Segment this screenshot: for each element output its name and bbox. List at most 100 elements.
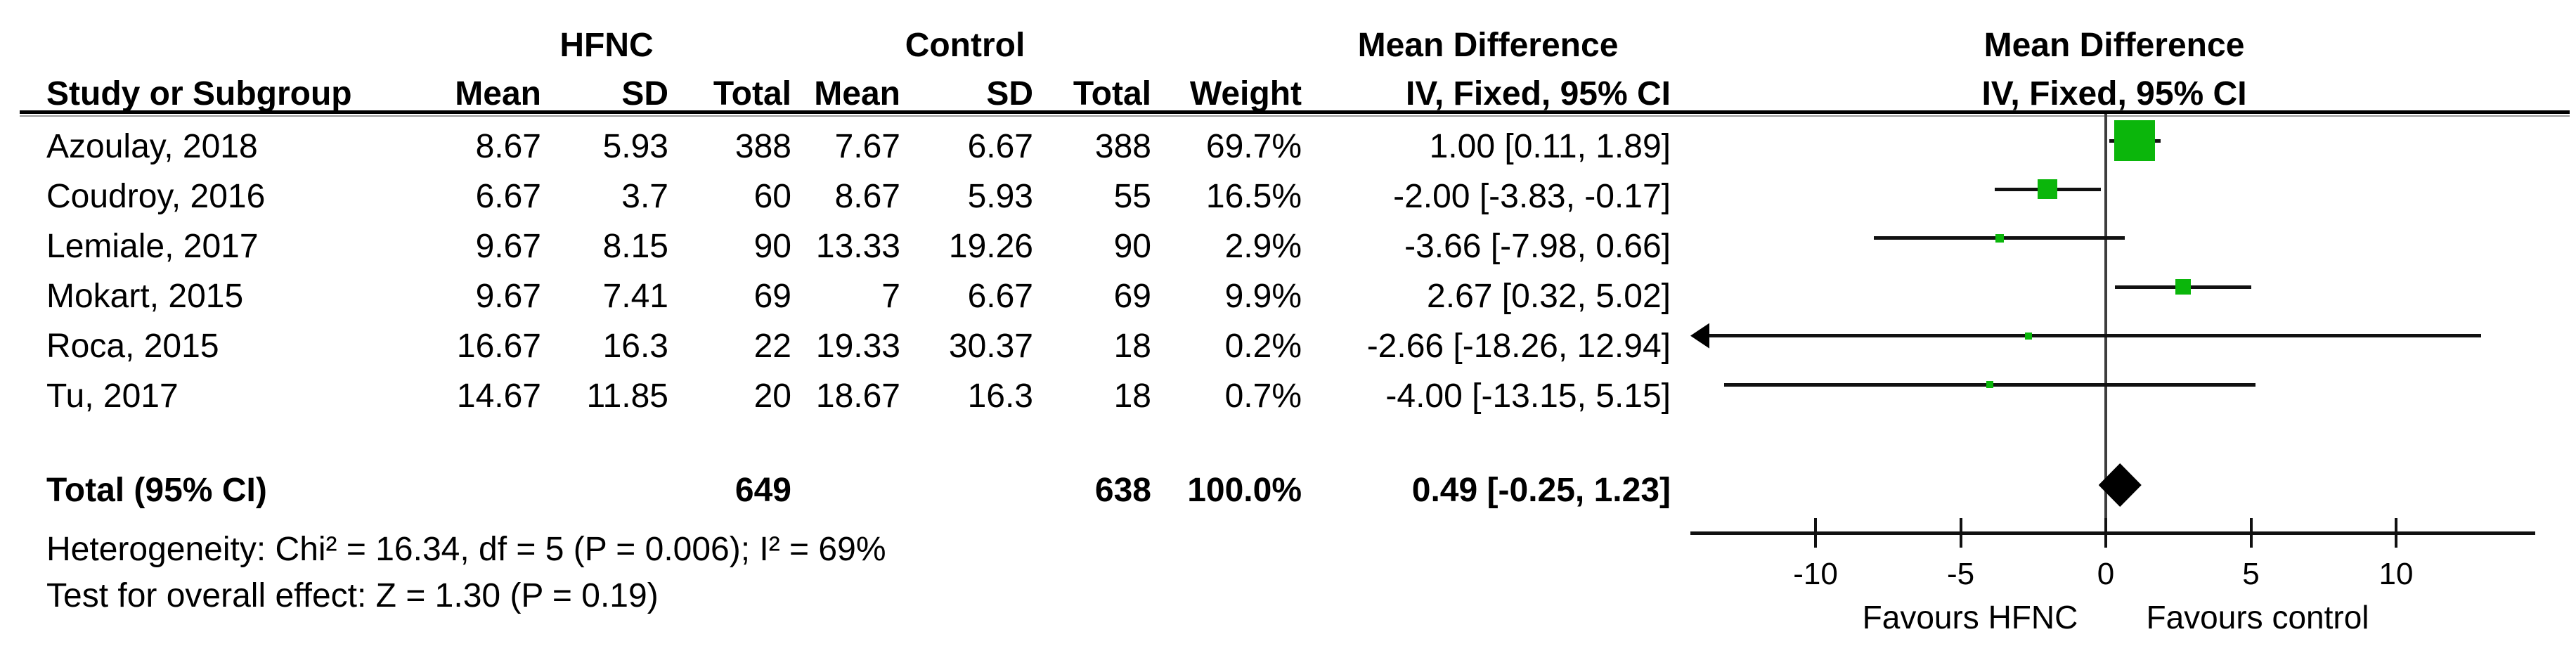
hfnc-total-cell: 69 bbox=[753, 278, 791, 315]
control-total-cell: 18 bbox=[1113, 328, 1151, 365]
control-mean-cell: 7.67 bbox=[834, 128, 900, 165]
table-row: Azoulay, 2018 8.67 5.93 388 7.67 6.67 38… bbox=[0, 126, 2576, 168]
column-header-total-control: Total bbox=[1073, 75, 1151, 112]
hfnc-sd-cell: 16.3 bbox=[602, 328, 668, 365]
control-sd-cell: 6.67 bbox=[967, 278, 1033, 315]
ci-text-cell: -2.66 [-18.26, 12.94] bbox=[1366, 328, 1671, 365]
control-total-cell: 90 bbox=[1113, 228, 1151, 265]
hfnc-mean-cell: 16.67 bbox=[456, 328, 541, 365]
table-row: Tu, 2017 14.67 11.85 20 18.67 16.3 18 0.… bbox=[0, 375, 2576, 418]
effect-square bbox=[1995, 233, 2004, 243]
column-header-study: Study or Subgroup bbox=[46, 75, 352, 112]
control-total-cell: 18 bbox=[1113, 378, 1151, 415]
weight-cell: 0.7% bbox=[1224, 378, 1302, 415]
effect-square bbox=[2038, 179, 2058, 200]
hfnc-total-cell: 90 bbox=[753, 228, 791, 265]
column-header-mean-control: Mean bbox=[814, 75, 900, 112]
group-header-control: Control bbox=[905, 27, 1025, 64]
ci-text-cell: 2.67 [0.32, 5.02] bbox=[1427, 278, 1671, 315]
weight-cell: 69.7% bbox=[1205, 128, 1302, 165]
total-row: Total (95% CI) 649 638 100.0% 0.49 [-0.2… bbox=[0, 470, 2576, 512]
ci-text-cell: 1.00 [0.11, 1.89] bbox=[1429, 128, 1671, 165]
control-total-cell: 55 bbox=[1113, 178, 1151, 215]
study-name: Coudroy, 2016 bbox=[46, 178, 266, 215]
hfnc-total-cell: 20 bbox=[753, 378, 791, 415]
ci-text-cell: -2.00 [-3.83, -0.17] bbox=[1393, 178, 1671, 215]
study-name: Roca, 2015 bbox=[46, 328, 219, 365]
column-header-mean-hfnc: Mean bbox=[455, 75, 541, 112]
ci-text-cell: -4.00 [-13.15, 5.15] bbox=[1385, 378, 1671, 415]
column-header-ci-plot: IV, Fixed, 95% CI bbox=[1981, 75, 2247, 112]
weight-cell: 9.9% bbox=[1224, 278, 1302, 315]
zero-effect-line bbox=[2104, 114, 2107, 533]
control-mean-cell: 8.67 bbox=[834, 178, 900, 215]
hfnc-total-cell: 60 bbox=[753, 178, 791, 215]
table-row: Coudroy, 2016 6.67 3.7 60 8.67 5.93 55 1… bbox=[0, 176, 2576, 218]
control-mean-cell: 13.33 bbox=[815, 228, 900, 265]
control-sd-cell: 6.67 bbox=[967, 128, 1033, 165]
tick-label: 0 bbox=[2097, 557, 2115, 591]
weight-cell: 2.9% bbox=[1224, 228, 1302, 265]
hfnc-total-cell: 388 bbox=[734, 128, 791, 165]
table-row: Roca, 2015 16.67 16.3 22 19.33 30.37 18 … bbox=[0, 325, 2576, 368]
hfnc-sd-cell: 11.85 bbox=[586, 378, 668, 415]
hfnc-sd-cell: 5.93 bbox=[602, 128, 668, 165]
hfnc-mean-cell: 14.67 bbox=[456, 378, 541, 415]
table-row: Lemiale, 2017 9.67 8.15 90 13.33 19.26 9… bbox=[0, 226, 2576, 268]
column-header-sd-control: SD bbox=[986, 75, 1033, 112]
hfnc-sd-cell: 7.41 bbox=[602, 278, 668, 315]
study-name: Tu, 2017 bbox=[46, 378, 179, 415]
weight-cell: 0.2% bbox=[1224, 328, 1302, 365]
hfnc-total-cell: 22 bbox=[753, 328, 791, 365]
axis-tick bbox=[2249, 518, 2253, 548]
total-hfnc-n: 649 bbox=[734, 472, 791, 509]
effect-square bbox=[1986, 381, 1993, 388]
header-rule bbox=[20, 110, 2570, 114]
ci-line bbox=[1705, 334, 2482, 338]
column-header-ci-text: IV, Fixed, 95% CI bbox=[1405, 75, 1671, 112]
ci-arrow-left bbox=[1690, 323, 1709, 349]
ci-text-cell: -3.66 [-7.98, 0.66] bbox=[1404, 228, 1671, 265]
control-sd-cell: 19.26 bbox=[948, 228, 1033, 265]
effect-square bbox=[2114, 120, 2156, 161]
control-total-cell: 388 bbox=[1094, 128, 1151, 165]
header-rule-shadow bbox=[20, 115, 2570, 117]
hfnc-mean-cell: 9.67 bbox=[475, 228, 541, 265]
column-header-total-hfnc: Total bbox=[713, 75, 791, 112]
effect-square bbox=[2175, 279, 2192, 295]
study-name: Azoulay, 2018 bbox=[46, 128, 258, 165]
hfnc-mean-cell: 8.67 bbox=[475, 128, 541, 165]
control-mean-cell: 18.67 bbox=[815, 378, 900, 415]
study-name: Mokart, 2015 bbox=[46, 278, 244, 315]
table-row: Mokart, 2015 9.67 7.41 69 7 6.67 69 9.9%… bbox=[0, 276, 2576, 318]
column-header-sd-hfnc: SD bbox=[621, 75, 668, 112]
total-ci-text: 0.49 [-0.25, 1.23] bbox=[1411, 472, 1671, 509]
hfnc-sd-cell: 3.7 bbox=[621, 178, 668, 215]
tick-label: 10 bbox=[2378, 557, 2414, 591]
control-sd-cell: 5.93 bbox=[967, 178, 1033, 215]
control-mean-cell: 7 bbox=[881, 278, 900, 315]
effect-square bbox=[2025, 332, 2033, 340]
control-mean-cell: 19.33 bbox=[815, 328, 900, 365]
hfnc-sd-cell: 8.15 bbox=[602, 228, 668, 265]
axis-tick bbox=[2104, 518, 2107, 548]
total-weight: 100.0% bbox=[1187, 472, 1302, 509]
column-header-weight: Weight bbox=[1189, 75, 1302, 112]
axis-label-left: Favours HFNC bbox=[1862, 599, 2078, 636]
total-control-n: 638 bbox=[1094, 472, 1151, 509]
tick-label: 5 bbox=[2242, 557, 2260, 591]
md-text-column-title: Mean Difference bbox=[1357, 27, 1619, 64]
tick-label: -5 bbox=[1946, 557, 1975, 591]
tick-label: -10 bbox=[1793, 557, 1838, 591]
hfnc-mean-cell: 6.67 bbox=[475, 178, 541, 215]
axis-tick bbox=[2395, 518, 2397, 548]
group-header-hfnc: HFNC bbox=[559, 27, 654, 64]
hfnc-mean-cell: 9.67 bbox=[475, 278, 541, 315]
control-sd-cell: 16.3 bbox=[967, 378, 1033, 415]
study-name: Lemiale, 2017 bbox=[46, 228, 259, 265]
axis-label-right: Favours control bbox=[2146, 599, 2369, 636]
total-label: Total (95% CI) bbox=[46, 472, 267, 509]
x-axis-line bbox=[1690, 531, 2535, 535]
